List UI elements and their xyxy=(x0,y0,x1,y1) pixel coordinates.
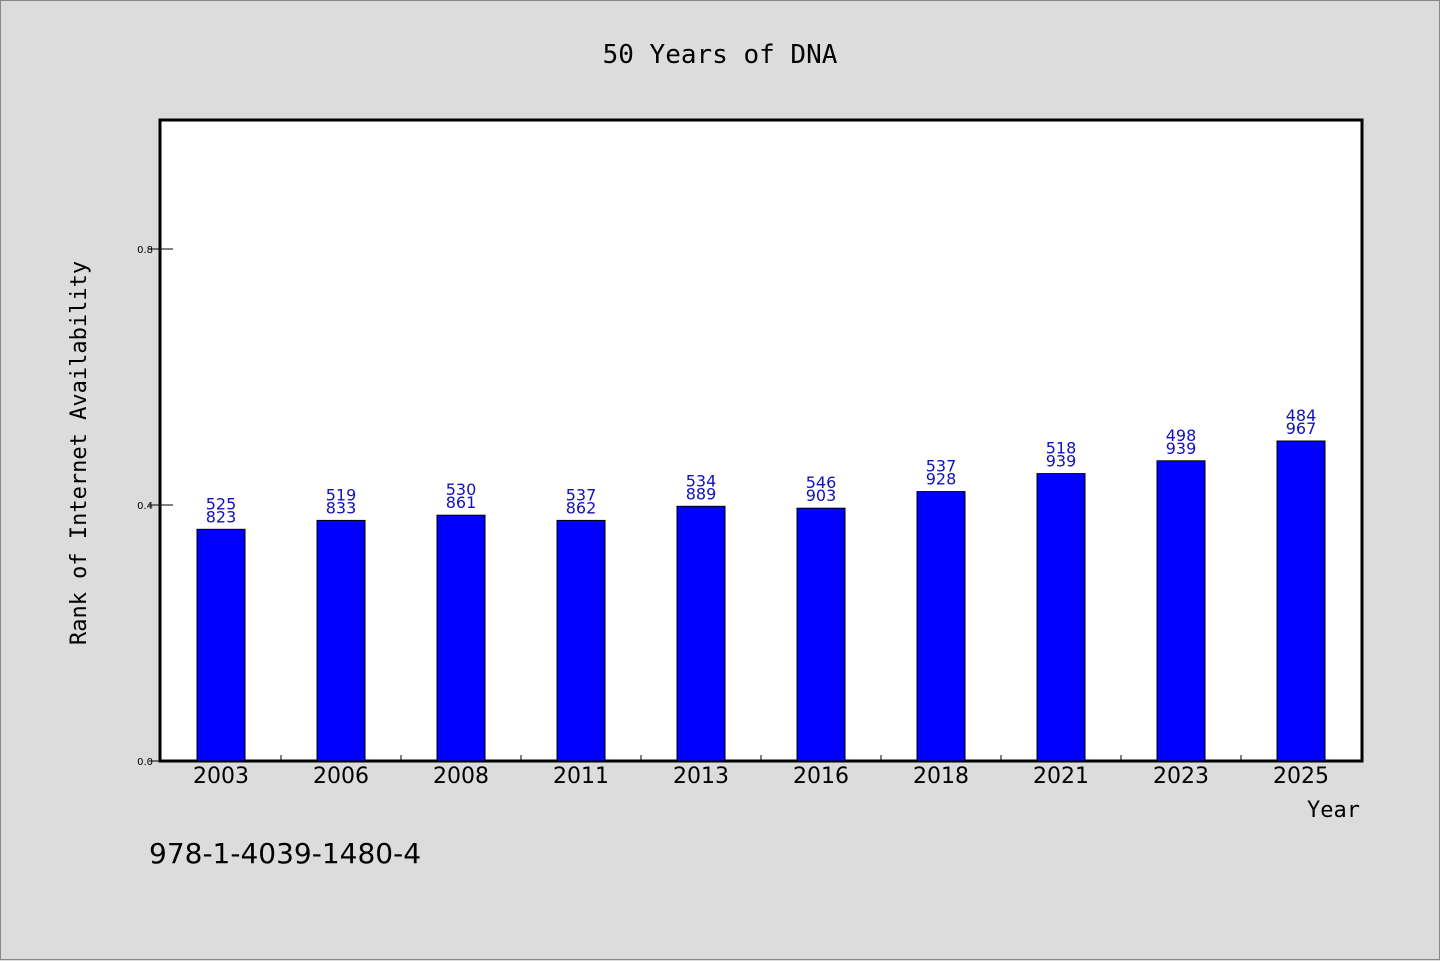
x-tick-label-2021: 2021 xyxy=(1033,764,1089,789)
bar-label-2021-1: 518 xyxy=(1046,439,1077,458)
bar-label-2023-1: 498 xyxy=(1166,426,1197,445)
x-tick-label-2018: 2018 xyxy=(913,764,969,789)
x-tick-label-2025: 2025 xyxy=(1273,764,1329,789)
bar-label-2018-1: 537 xyxy=(926,457,957,476)
bar-2025 xyxy=(1276,440,1326,762)
bar-2018 xyxy=(916,491,966,762)
x-tick-label-2013: 2013 xyxy=(673,764,729,789)
bar-label-2013-2: 889 xyxy=(686,484,717,503)
bar-label-2011-1: 537 xyxy=(566,485,597,504)
x-tick-label-2006: 2006 xyxy=(313,764,369,789)
bar-2006 xyxy=(316,519,366,762)
bar-label-2021-2: 939 xyxy=(1046,452,1077,471)
bar-label-2003-2: 823 xyxy=(206,507,237,526)
bar-2023 xyxy=(1156,460,1206,762)
x-tick-label-2023: 2023 xyxy=(1153,764,1209,789)
bar-2008 xyxy=(436,514,486,762)
ticks-layer: 2003 2006 2008 2011 2013 2016 2018 2021 2023 2025… xyxy=(137,245,1329,789)
bar-2021 xyxy=(1036,473,1086,762)
x-axis-title: Year xyxy=(1307,798,1360,823)
bar-label-2008-2: 861 xyxy=(446,493,477,512)
y-tick-label-0.0: 0.0 xyxy=(137,757,153,768)
x-tick-label-2003: 2003 xyxy=(193,764,249,789)
bar-label-2025-2: 967 xyxy=(1286,419,1317,438)
bar-2011 xyxy=(556,519,606,762)
x-tick-label-2008: 2008 xyxy=(433,764,489,789)
bar-2016 xyxy=(796,507,846,762)
bar-label-2003-1: 525 xyxy=(206,494,237,513)
bar-label-2006-1: 519 xyxy=(326,485,357,504)
bar-label-2008-1: 530 xyxy=(446,480,477,499)
x-tick-label-2011: 2011 xyxy=(553,764,609,789)
bar-label-2016-2: 903 xyxy=(806,486,837,505)
x-tick-label-2016: 2016 xyxy=(793,764,849,789)
bar-label-2025-1: 484 xyxy=(1286,406,1317,425)
bar-label-2023-2: 939 xyxy=(1166,439,1197,458)
bar-label-2013-1: 534 xyxy=(686,471,717,490)
bar-label-2006-2: 833 xyxy=(326,498,357,517)
bar-label-2016-1: 546 xyxy=(806,473,837,492)
bar-2013 xyxy=(676,505,726,762)
isbn-footnote: 978-1-4039-1480-4 xyxy=(149,837,421,870)
bar-label-2018-2: 928 xyxy=(926,470,957,489)
bar-label-2011-2: 862 xyxy=(566,498,597,517)
y-tick-label-0.8: 0.8 xyxy=(137,245,153,256)
bar-2003 xyxy=(196,528,246,762)
y-axis-title: Rank of Internet Availability xyxy=(67,261,92,645)
y-tick-label-0.4: 0.4 xyxy=(137,501,153,512)
chart-title: 50 Years of DNA xyxy=(603,40,838,70)
